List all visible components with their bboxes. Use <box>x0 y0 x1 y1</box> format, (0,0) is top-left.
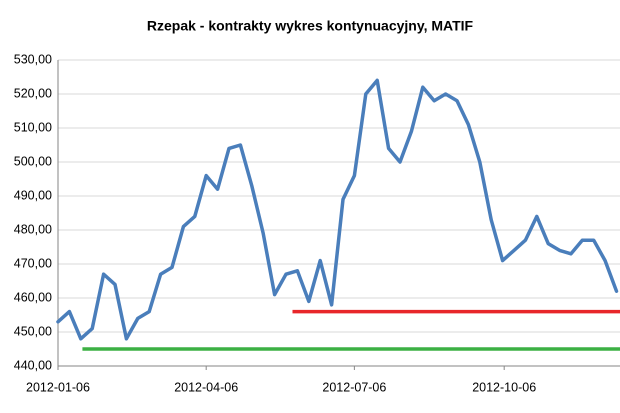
x-tick-label: 2012-07-06 <box>322 380 386 394</box>
y-tick-label: 530,00 <box>14 52 52 66</box>
y-tick-label: 510,00 <box>14 120 52 134</box>
y-tick-label: 440,00 <box>14 358 52 372</box>
chart-title: Rzepak - kontrakty wykres kontynuacyjny,… <box>147 18 474 34</box>
y-tick-label: 490,00 <box>14 188 52 202</box>
x-tick-label: 2012-01-06 <box>26 380 90 394</box>
y-tick-label: 500,00 <box>14 154 52 168</box>
y-tick-label: 470,00 <box>14 256 52 270</box>
x-tick-label: 2012-10-06 <box>472 380 536 394</box>
x-tick-label: 2012-04-06 <box>174 380 238 394</box>
y-tick-label: 480,00 <box>14 222 52 236</box>
y-tick-label: 520,00 <box>14 86 52 100</box>
series-line <box>56 78 619 341</box>
y-tick-label: 450,00 <box>14 324 52 338</box>
y-tick-label: 460,00 <box>14 290 52 304</box>
